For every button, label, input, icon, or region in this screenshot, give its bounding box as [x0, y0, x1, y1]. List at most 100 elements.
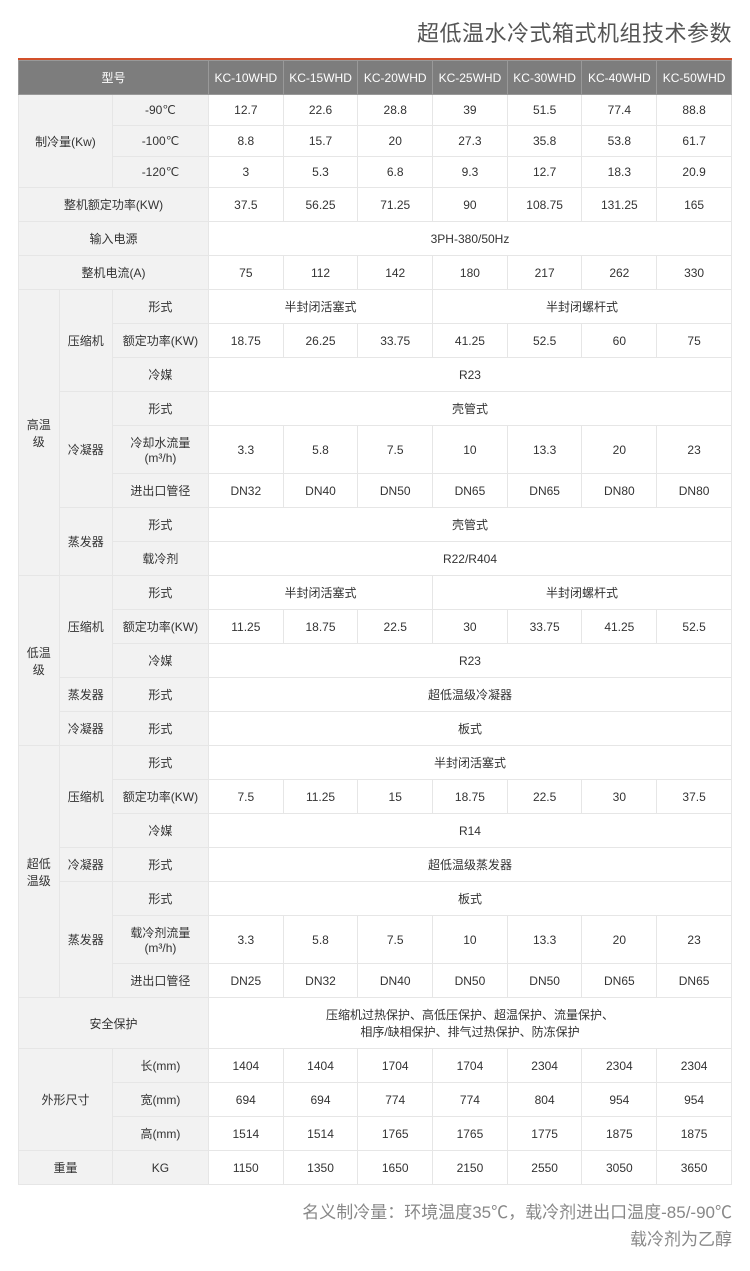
val: DN50 — [433, 964, 508, 998]
val: DN50 — [358, 474, 433, 508]
val: 51.5 — [507, 95, 582, 126]
val: DN40 — [358, 964, 433, 998]
ultra-comp-form-value: 半封闭活塞式 — [208, 746, 731, 780]
val: 5.8 — [283, 916, 358, 964]
val: 1704 — [358, 1049, 433, 1083]
val: 1514 — [283, 1117, 358, 1151]
val: 7.5 — [208, 780, 283, 814]
cooling-group: 制冷量(Kw) — [19, 95, 113, 188]
val: 12.7 — [208, 95, 283, 126]
note-line1: 名义制冷量：环境温度35℃，载冷剂进出口温度-85/-90℃ — [302, 1203, 732, 1222]
model-col: KC-25WHD — [433, 61, 508, 95]
high-comp-form4: 半封闭螺杆式 — [433, 290, 732, 324]
low-evap-form-value: 超低温级冷凝器 — [208, 678, 731, 712]
val: 142 — [358, 256, 433, 290]
val: 108.75 — [507, 188, 582, 222]
val: 954 — [582, 1083, 657, 1117]
cooling-temp: -120℃ — [112, 157, 208, 188]
dim-hgt-row: 高(mm) 1514 1514 1765 1765 1775 1875 1875 — [19, 1117, 732, 1151]
val: 954 — [657, 1083, 732, 1117]
ultra-evap: 蒸发器 — [59, 882, 112, 998]
val: 35.8 — [507, 126, 582, 157]
val: 3650 — [657, 1151, 732, 1185]
val: 30 — [433, 610, 508, 644]
high-condenser: 冷凝器 — [59, 392, 112, 508]
low-comp-power-label: 额定功率(KW) — [112, 610, 208, 644]
high-comp-form-label: 形式 — [112, 290, 208, 324]
val: 3.3 — [208, 426, 283, 474]
val: 2150 — [433, 1151, 508, 1185]
safety-line2: 相序/缺相保护、排气过热保护、防冻保护 — [360, 1025, 579, 1039]
val: 22.5 — [507, 780, 582, 814]
low-compressor: 压缩机 — [59, 576, 112, 678]
note-line2: 载冷剂为乙醇 — [630, 1230, 732, 1249]
low-refrigerant-value: R23 — [208, 644, 731, 678]
low-comp-form-row: 低温级 压缩机 形式 半封闭活塞式 半封闭螺杆式 — [19, 576, 732, 610]
val: DN80 — [582, 474, 657, 508]
val: 217 — [507, 256, 582, 290]
low-refrigerant-row: 冷媒 R23 — [19, 644, 732, 678]
val: 3.3 — [208, 916, 283, 964]
val: 71.25 — [358, 188, 433, 222]
ultra-evap-form-value: 板式 — [208, 882, 731, 916]
val: 3 — [208, 157, 283, 188]
ultra-refrigerant-value: R14 — [208, 814, 731, 848]
high-cool-flow-label: 冷却水流量(m³/h) — [112, 426, 208, 474]
model-col: KC-20WHD — [358, 61, 433, 95]
high-compressor: 压缩机 — [59, 290, 112, 392]
val: 1650 — [358, 1151, 433, 1185]
low-refrigerant-label: 冷媒 — [112, 644, 208, 678]
ultra-cond: 冷凝器 — [59, 848, 112, 882]
val: 20.9 — [657, 157, 732, 188]
val: 694 — [283, 1083, 358, 1117]
val: 75 — [657, 324, 732, 358]
high-cond-form-value: 壳管式 — [208, 392, 731, 426]
high-evap-form-row: 蒸发器 形式 壳管式 — [19, 508, 732, 542]
val: 61.7 — [657, 126, 732, 157]
val: 75 — [208, 256, 283, 290]
cooling-row-100: -100℃ 8.8 15.7 20 27.3 35.8 53.8 61.7 — [19, 126, 732, 157]
val: 262 — [582, 256, 657, 290]
val: 77.4 — [582, 95, 657, 126]
ultra-carrier-flow-row: 载冷剂流量(m³/h) 3.3 5.8 7.5 10 13.3 20 23 — [19, 916, 732, 964]
val: 1765 — [433, 1117, 508, 1151]
val: 26.25 — [283, 324, 358, 358]
safety-label: 安全保护 — [19, 998, 209, 1049]
high-carrier-value: R22/R404 — [208, 542, 731, 576]
high-comp-form3: 半封闭活塞式 — [208, 290, 432, 324]
val: 90 — [433, 188, 508, 222]
val: 1350 — [283, 1151, 358, 1185]
val: 28.8 — [358, 95, 433, 126]
val: DN32 — [283, 964, 358, 998]
input-power-row: 输入电源 3PH-380/50Hz — [19, 222, 732, 256]
val: DN80 — [657, 474, 732, 508]
low-comp-form-label: 形式 — [112, 576, 208, 610]
model-col: KC-50WHD — [657, 61, 732, 95]
dim-hgt-label: 高(mm) — [112, 1117, 208, 1151]
model-col: KC-10WHD — [208, 61, 283, 95]
rated-power-row: 整机额定功率(KW) 37.5 56.25 71.25 90 108.75 13… — [19, 188, 732, 222]
low-comp-power-row: 额定功率(KW) 11.25 18.75 22.5 30 33.75 41.25… — [19, 610, 732, 644]
low-comp-form3: 半封闭活塞式 — [208, 576, 432, 610]
spec-table: 型号 KC-10WHD KC-15WHD KC-20WHD KC-25WHD K… — [18, 60, 732, 1185]
val: 1404 — [283, 1049, 358, 1083]
val: 10 — [433, 426, 508, 474]
val: 9.3 — [433, 157, 508, 188]
model-col: KC-40WHD — [582, 61, 657, 95]
val: 8.8 — [208, 126, 283, 157]
val: 53.8 — [582, 126, 657, 157]
val: 30 — [582, 780, 657, 814]
safety-row: 安全保护 压缩机过热保护、高低压保护、超温保护、流量保护、 相序/缺相保护、排气… — [19, 998, 732, 1049]
val: 1514 — [208, 1117, 283, 1151]
val: 20 — [358, 126, 433, 157]
val: 56.25 — [283, 188, 358, 222]
val: 10 — [433, 916, 508, 964]
val: 180 — [433, 256, 508, 290]
val: 5.8 — [283, 426, 358, 474]
dim-wid-label: 宽(mm) — [112, 1083, 208, 1117]
ultra-comp-form-label: 形式 — [112, 746, 208, 780]
val: DN32 — [208, 474, 283, 508]
high-carrier-row: 载冷剂 R22/R404 — [19, 542, 732, 576]
high-evap: 蒸发器 — [59, 508, 112, 576]
high-group: 高温级 — [19, 290, 60, 576]
